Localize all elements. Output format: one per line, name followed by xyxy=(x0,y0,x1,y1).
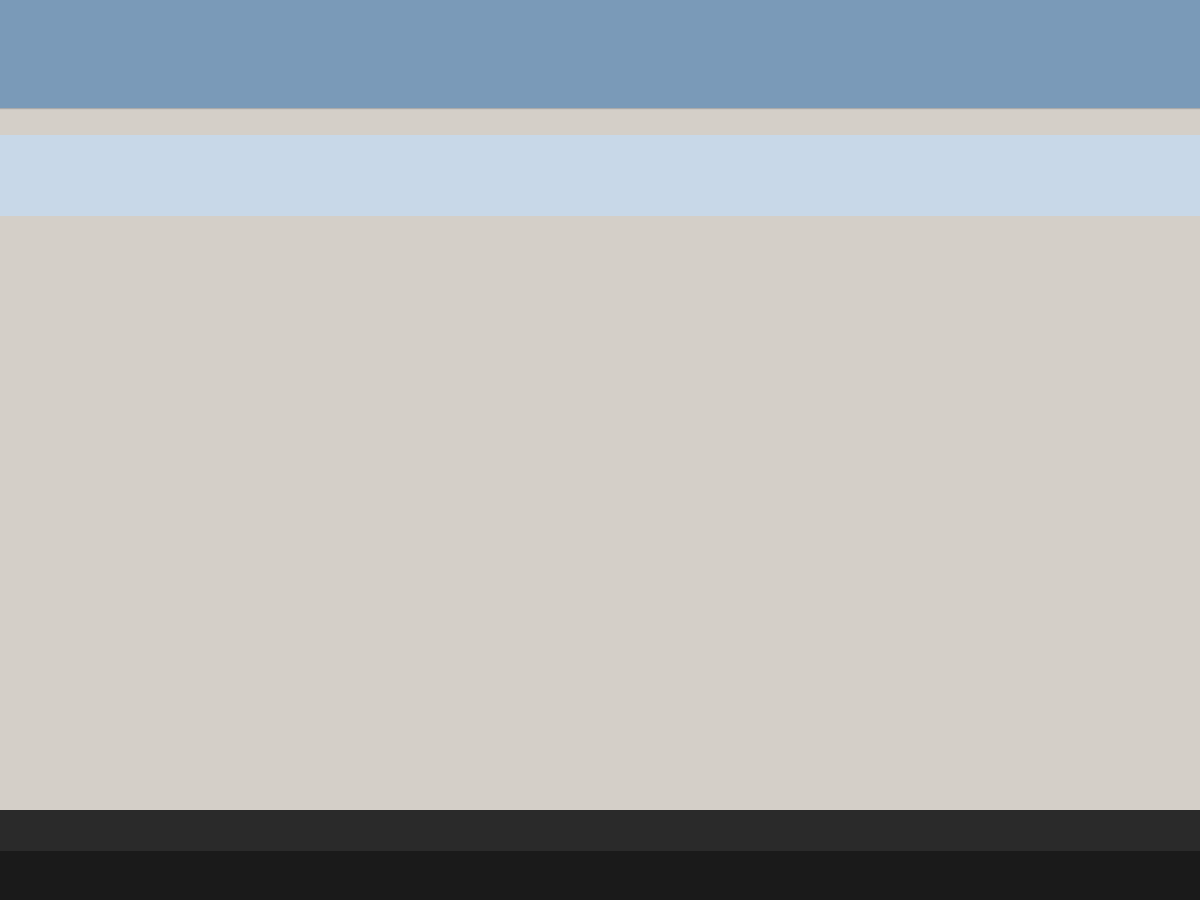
Text: What is the temperature change?: What is the temperature change? xyxy=(0,320,280,338)
Circle shape xyxy=(590,814,658,864)
Text: and that the average high temperature is 9.1° F.: and that the average high temperature is… xyxy=(780,232,1152,248)
Text: −4.2° F: −4.2° F xyxy=(528,212,734,259)
Text: Miguel plots the points on the number line to determine the temperature change b: Miguel plots the points on the number li… xyxy=(0,274,976,292)
Text: Miguel reads that the average low temperature today is: Miguel reads that the average low temper… xyxy=(0,234,481,252)
Circle shape xyxy=(715,826,749,851)
Text: 5: 5 xyxy=(1194,655,1200,674)
Circle shape xyxy=(1106,814,1174,864)
Text: 4: 4 xyxy=(1124,655,1138,674)
Polygon shape xyxy=(704,348,721,392)
Text: DELL: DELL xyxy=(553,844,647,878)
Circle shape xyxy=(607,826,641,851)
Bar xyxy=(0,378,54,419)
Circle shape xyxy=(505,831,527,847)
Text: 3: 3 xyxy=(1056,655,1068,674)
Circle shape xyxy=(698,814,766,864)
Text: nce on a Number Line: nce on a Number Line xyxy=(0,0,454,2)
Text: °F: °F xyxy=(62,388,84,408)
Text: 2: 2 xyxy=(986,655,1000,674)
Text: 1: 1 xyxy=(918,655,930,674)
Circle shape xyxy=(482,814,550,864)
Circle shape xyxy=(499,826,533,851)
